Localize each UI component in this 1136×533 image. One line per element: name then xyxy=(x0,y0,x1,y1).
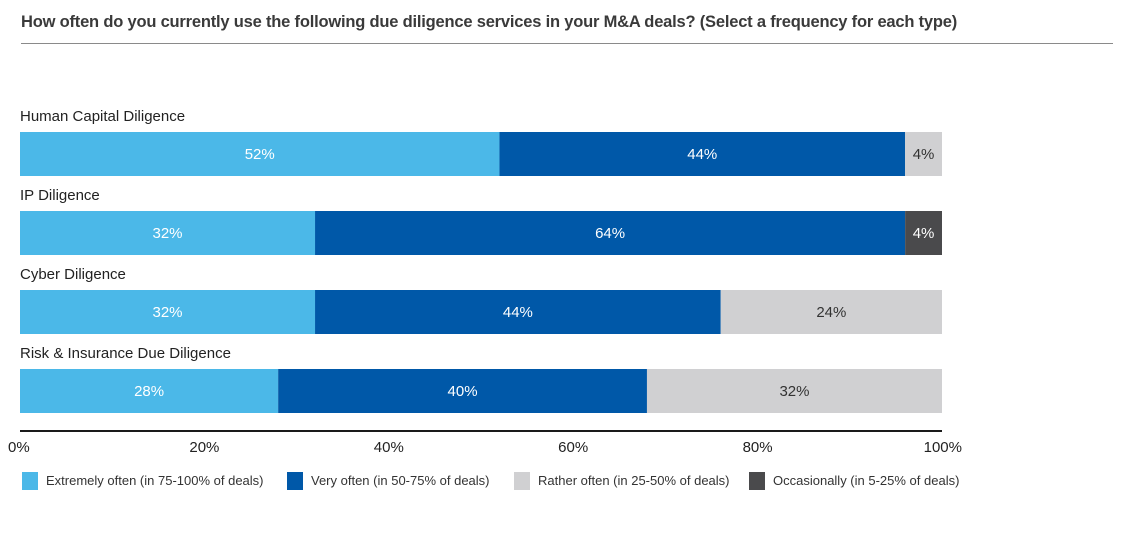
data-label: 32% xyxy=(779,383,809,400)
bar-segment xyxy=(646,369,942,413)
legend-label: Extremely often (in 75-100% of deals) xyxy=(46,473,264,488)
title-divider xyxy=(21,43,1113,44)
category-label: IP Diligence xyxy=(20,187,100,204)
legend-swatch xyxy=(287,472,303,490)
x-tick-label: 40% xyxy=(374,439,404,456)
data-label: 44% xyxy=(687,146,717,163)
data-label: 24% xyxy=(816,304,846,321)
data-label: 4% xyxy=(913,146,935,163)
data-label: 44% xyxy=(503,304,533,321)
chart-title: How often do you currently use the follo… xyxy=(21,13,958,31)
bar-segment xyxy=(905,211,942,255)
x-tick-label: 20% xyxy=(189,439,219,456)
data-label: 32% xyxy=(153,304,183,321)
x-tick-label: 60% xyxy=(558,439,588,456)
data-label: 64% xyxy=(595,225,625,242)
bar-segment xyxy=(905,132,942,176)
bar-segment xyxy=(720,290,942,334)
bar-segment xyxy=(20,290,316,334)
data-label: 4% xyxy=(913,225,935,242)
data-label: 32% xyxy=(153,225,183,242)
x-tick-label: 100% xyxy=(924,439,962,456)
category-label: Cyber Diligence xyxy=(20,266,126,283)
category-label: Risk & Insurance Due Diligence xyxy=(20,345,231,362)
data-label: 40% xyxy=(448,383,478,400)
legend-label: Occasionally (in 5-25% of deals) xyxy=(773,473,959,488)
bar-segment xyxy=(20,369,279,413)
category-label: Human Capital Diligence xyxy=(20,108,185,125)
bar-segment xyxy=(315,211,906,255)
legend-label: Rather often (in 25-50% of deals) xyxy=(538,473,730,488)
x-tick-label: 80% xyxy=(743,439,773,456)
bar-segment xyxy=(20,132,500,176)
legend-swatch xyxy=(22,472,38,490)
bar-segment xyxy=(278,369,647,413)
data-label: 28% xyxy=(134,383,164,400)
data-label: 52% xyxy=(245,146,275,163)
legend-swatch xyxy=(749,472,765,490)
x-tick-label: 0% xyxy=(8,439,30,456)
legend-swatch xyxy=(514,472,530,490)
bar-segment xyxy=(499,132,906,176)
bar-segment xyxy=(20,211,316,255)
bar-segment xyxy=(315,290,721,334)
legend-label: Very often (in 50-75% of deals) xyxy=(311,473,490,488)
